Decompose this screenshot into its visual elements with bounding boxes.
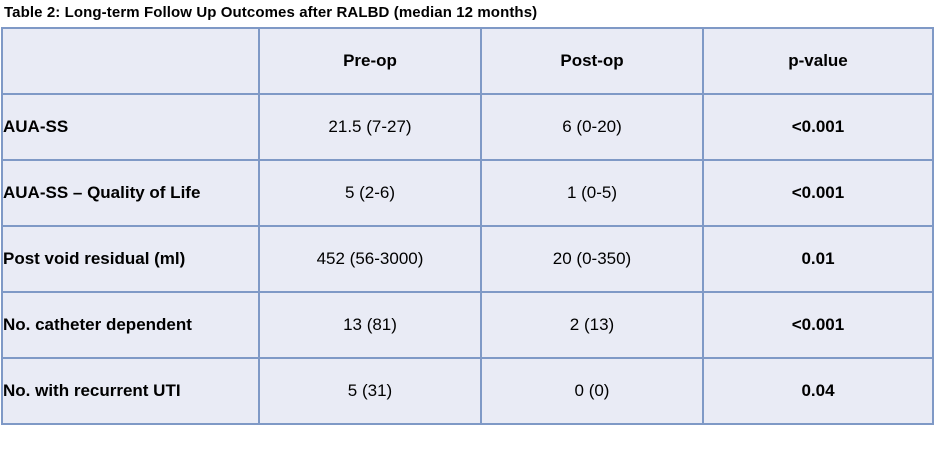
pre-op-cell: 13 (81)	[258, 291, 482, 359]
row-label-cell: AUA-SS – Quality of Life	[1, 159, 260, 227]
table-row: Post void residual (ml) 452 (56-3000) 20…	[1, 225, 934, 293]
table-title: Table 2: Long-term Follow Up Outcomes af…	[4, 4, 538, 21]
header-cell-pre-op: Pre-op	[258, 27, 482, 95]
table-row: No. catheter dependent 13 (81) 2 (13) <0…	[1, 291, 934, 359]
table-row: No. with recurrent UTI 5 (31) 0 (0) 0.04	[1, 357, 934, 425]
outcomes-table: Pre-op Post-op p-value AUA-SS 21.5 (7-27…	[1, 27, 934, 425]
pre-op-cell: 452 (56-3000)	[258, 225, 482, 293]
row-label-cell: AUA-SS	[1, 93, 260, 161]
header-row: Pre-op Post-op p-value	[1, 27, 934, 95]
row-label-cell: No. with recurrent UTI	[1, 357, 260, 425]
row-label-cell: Post void residual (ml)	[1, 225, 260, 293]
row-label-cell: No. catheter dependent	[1, 291, 260, 359]
p-value-cell: <0.001	[702, 93, 934, 161]
post-op-cell: 1 (0-5)	[480, 159, 704, 227]
pre-op-cell: 5 (2-6)	[258, 159, 482, 227]
table-row: AUA-SS 21.5 (7-27) 6 (0-20) <0.001	[1, 93, 934, 161]
p-value-cell: <0.001	[702, 291, 934, 359]
pre-op-cell: 5 (31)	[258, 357, 482, 425]
post-op-cell: 20 (0-350)	[480, 225, 704, 293]
p-value-cell: 0.01	[702, 225, 934, 293]
p-value-cell: 0.04	[702, 357, 934, 425]
post-op-cell: 6 (0-20)	[480, 93, 704, 161]
p-value-cell: <0.001	[702, 159, 934, 227]
header-cell-empty	[1, 27, 260, 95]
pre-op-cell: 21.5 (7-27)	[258, 93, 482, 161]
post-op-cell: 0 (0)	[480, 357, 704, 425]
post-op-cell: 2 (13)	[480, 291, 704, 359]
header-cell-post-op: Post-op	[480, 27, 704, 95]
table-row: AUA-SS – Quality of Life 5 (2-6) 1 (0-5)…	[1, 159, 934, 227]
header-cell-p-value: p-value	[702, 27, 934, 95]
